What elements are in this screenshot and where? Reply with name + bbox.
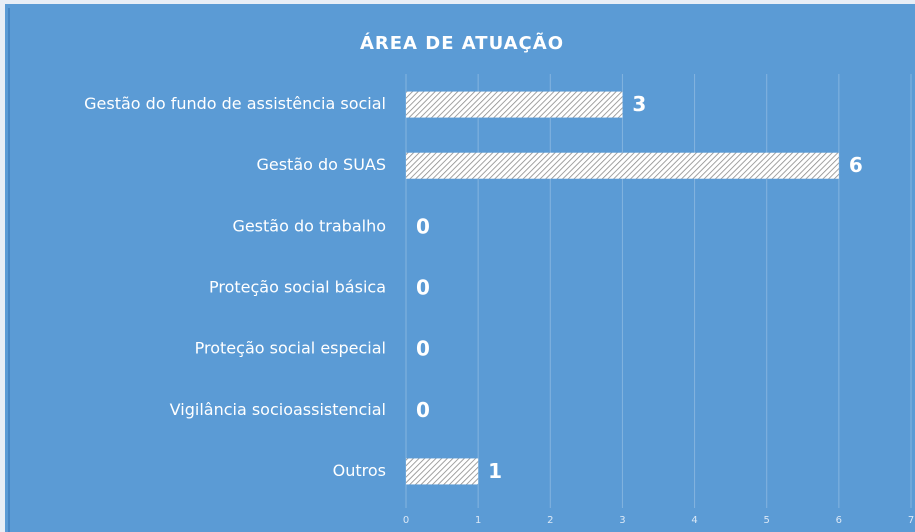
chart-title: ÁREA DE ATUAÇÃO xyxy=(360,31,564,54)
x-tick-label: 0 xyxy=(403,515,409,526)
x-tick-label: 3 xyxy=(619,515,625,526)
x-tick-label: 1 xyxy=(475,515,481,526)
bar xyxy=(406,152,839,179)
x-tick-label: 7 xyxy=(908,515,914,526)
y-tick-label: Outros xyxy=(333,461,386,480)
data-label: 0 xyxy=(416,276,430,300)
x-tick-label: 6 xyxy=(836,515,842,526)
x-tick-label: 5 xyxy=(764,515,770,526)
y-tick-label: Gestão do fundo de assistência social xyxy=(84,94,386,113)
bar xyxy=(406,458,479,485)
data-label: 1 xyxy=(488,459,502,483)
x-tick-label: 4 xyxy=(691,515,697,526)
frame-top xyxy=(0,0,915,4)
y-tick-label: Vigilância socioassistencial xyxy=(170,400,386,419)
data-label: 0 xyxy=(416,214,430,238)
y-tick-label: Gestão do trabalho xyxy=(232,216,386,235)
data-label: 3 xyxy=(632,92,646,116)
y-tick-label: Proteção social especial xyxy=(195,339,386,358)
data-label: 6 xyxy=(849,153,863,177)
y-tick-label: Gestão do SUAS xyxy=(256,155,386,174)
data-label: 0 xyxy=(416,398,430,422)
y-tick-label: Proteção social básica xyxy=(209,278,386,297)
x-tick-label: 2 xyxy=(547,515,553,526)
frame-left xyxy=(0,0,5,532)
data-label: 0 xyxy=(416,337,430,361)
bar xyxy=(406,91,623,118)
